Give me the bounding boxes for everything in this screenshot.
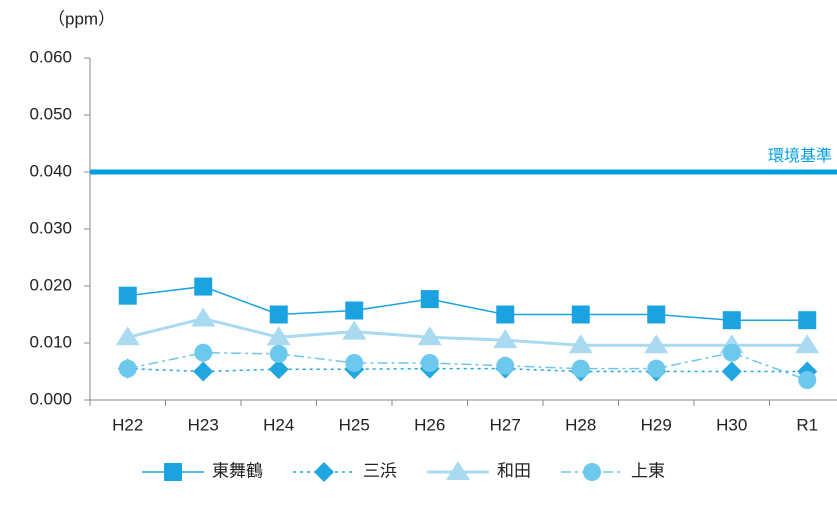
marker-triangle — [191, 307, 216, 327]
marker-triangle — [568, 334, 593, 354]
x-tick-label: H30 — [716, 415, 747, 434]
marker-square — [345, 301, 364, 320]
series-line — [127, 316, 808, 347]
series-line — [127, 367, 808, 373]
marker-circle — [269, 344, 288, 363]
marker-circle — [496, 356, 515, 375]
legend-label: 上東 — [631, 461, 665, 480]
marker-diamond — [721, 361, 742, 382]
marker-square — [798, 311, 817, 330]
marker-circle — [345, 353, 364, 372]
marker-triangle — [266, 326, 291, 346]
marker-square — [194, 277, 213, 296]
marker-circle — [420, 353, 439, 372]
legend-label: 和田 — [497, 461, 531, 480]
marker-triangle — [795, 334, 820, 354]
marker-square — [647, 305, 666, 324]
marker-square — [722, 311, 741, 330]
marker-diamond — [314, 462, 334, 482]
marker-square — [118, 286, 137, 305]
y-tick-label: 0.000 — [29, 389, 72, 408]
x-tick-label: H27 — [490, 415, 521, 434]
marker-square — [164, 463, 182, 481]
marker-square — [496, 305, 515, 324]
marker-triangle — [446, 461, 470, 480]
marker-square — [571, 305, 590, 324]
y-tick-label: 0.060 — [29, 47, 72, 66]
x-tick-label: H24 — [263, 415, 294, 434]
marker-circle — [722, 343, 741, 362]
marker-square — [420, 290, 439, 309]
marker-circle — [118, 359, 137, 378]
legend-label: 三浜 — [363, 461, 397, 480]
marker-circle — [571, 359, 590, 378]
legend-label: 東舞鶴 — [212, 461, 263, 480]
x-tick-label: H26 — [414, 415, 445, 434]
marker-triangle — [115, 326, 140, 346]
marker-triangle — [342, 320, 367, 340]
x-tick-label: H25 — [339, 415, 370, 434]
x-tick-label: H23 — [188, 415, 219, 434]
marker-circle — [194, 343, 213, 362]
marker-triangle — [417, 326, 442, 346]
marker-circle — [798, 371, 817, 390]
x-tick-label: H28 — [565, 415, 596, 434]
x-tick-label: H29 — [641, 415, 672, 434]
y-tick-label: 0.020 — [29, 275, 72, 294]
marker-diamond — [193, 361, 214, 382]
x-tick-label: R1 — [796, 415, 818, 434]
marker-diamond — [268, 359, 289, 380]
marker-circle — [583, 463, 601, 481]
x-tick-label: H22 — [112, 415, 143, 434]
y-tick-label: 0.050 — [29, 104, 72, 123]
marker-triangle — [644, 334, 669, 354]
y-axis-label: （ppm） — [48, 9, 115, 28]
y-tick-label: 0.010 — [29, 332, 72, 351]
y-tick-label: 0.040 — [29, 161, 72, 180]
y-tick-label: 0.030 — [29, 218, 72, 237]
series-line — [127, 351, 808, 381]
marker-square — [269, 305, 288, 324]
marker-circle — [647, 359, 666, 378]
series-line — [127, 285, 808, 321]
marker-triangle — [493, 329, 518, 349]
reference-label: 環境基準 — [768, 146, 832, 165]
